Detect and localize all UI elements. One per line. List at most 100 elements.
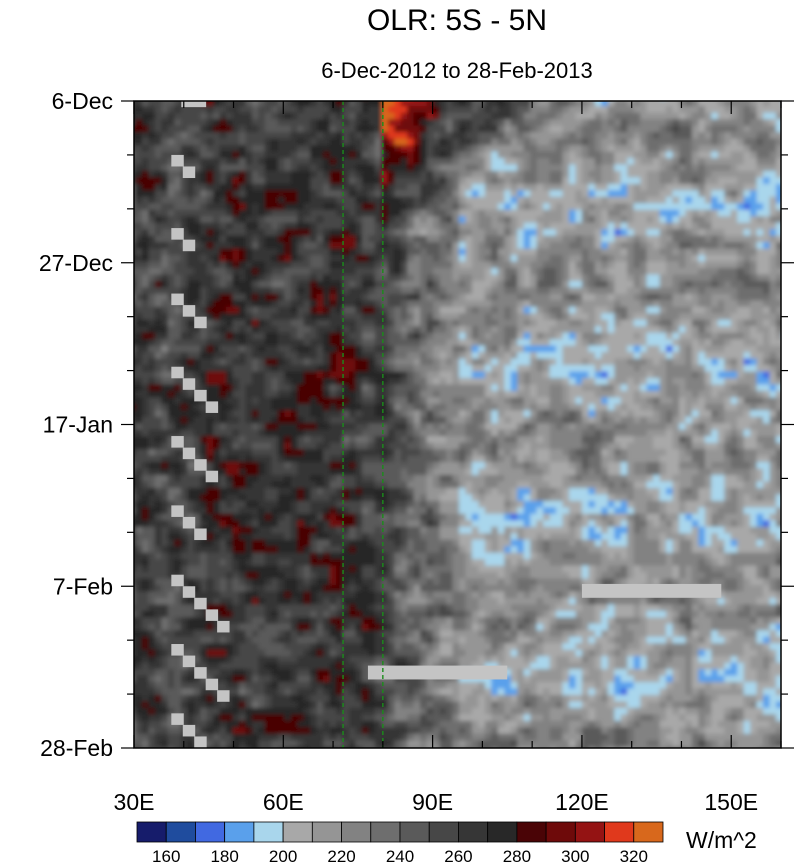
- field-cell: [407, 170, 415, 178]
- field-cell: [342, 177, 350, 185]
- field-cell: [594, 352, 602, 360]
- field-cell: [413, 196, 421, 204]
- field-cell: [374, 203, 382, 211]
- field-cell: [290, 177, 298, 185]
- field-cell: [471, 112, 479, 120]
- field-cell: [607, 390, 615, 398]
- field-cell: [543, 190, 551, 198]
- field-cell: [193, 306, 201, 314]
- field-cell: [717, 138, 725, 146]
- field-cell: [653, 112, 661, 120]
- field-cell: [691, 300, 699, 308]
- field-cell: [433, 345, 441, 353]
- field-cell: [174, 378, 182, 386]
- field-cell: [446, 274, 454, 282]
- field-cell: [407, 93, 414, 100]
- field-cell: [523, 300, 531, 308]
- field-cell: [730, 164, 738, 172]
- field-cell: [549, 190, 557, 198]
- field-cell: [245, 345, 253, 353]
- field-cell: [232, 274, 240, 282]
- field-cell: [148, 93, 155, 100]
- field-cell: [504, 125, 512, 133]
- field-cell: [594, 183, 602, 191]
- field-cell: [517, 397, 525, 405]
- field-cell: [258, 145, 266, 153]
- field-cell: [355, 300, 363, 308]
- field-cell: [207, 93, 214, 100]
- field-cell: [627, 112, 635, 120]
- field-cell: [743, 378, 751, 386]
- field-cell: [484, 255, 492, 263]
- field-cell: [180, 145, 188, 153]
- field-cell: [213, 345, 221, 353]
- field-cell: [666, 384, 674, 392]
- field-cell: [400, 138, 408, 146]
- field-cell: [724, 106, 732, 114]
- field-cell: [698, 196, 706, 204]
- field-cell: [484, 313, 492, 321]
- field-cell: [407, 345, 415, 353]
- field-cell: [601, 93, 608, 100]
- field-cell: [581, 229, 589, 237]
- field-cell: [426, 339, 434, 347]
- field-cell: [232, 378, 240, 386]
- field-cell: [627, 332, 635, 340]
- field-cell: [381, 378, 389, 386]
- field-cell: [180, 274, 188, 282]
- field-cell: [407, 306, 415, 314]
- field-cell: [420, 125, 428, 133]
- field-cell: [756, 345, 764, 353]
- field-cell: [750, 339, 758, 347]
- field-cell: [148, 235, 156, 243]
- field-cell: [743, 101, 751, 107]
- field-cell: [575, 112, 583, 120]
- field-cell: [698, 151, 706, 159]
- plot-area: [134, 93, 781, 748]
- field-cell: [750, 132, 758, 140]
- field-cell: [698, 345, 706, 353]
- field-cell: [154, 101, 162, 107]
- field-cell: [290, 216, 298, 224]
- field-cell: [226, 306, 234, 314]
- field-cell: [361, 151, 369, 159]
- field-cell: [219, 255, 227, 263]
- field-cell: [659, 313, 667, 321]
- field-cell: [134, 403, 137, 411]
- field-cell: [400, 358, 408, 366]
- field-cell: [607, 300, 615, 308]
- field-cell: [284, 132, 292, 140]
- field-cell: [264, 216, 272, 224]
- field-cell: [607, 158, 615, 166]
- field-cell: [134, 326, 137, 334]
- field-cell: [510, 216, 518, 224]
- field-cell: [439, 151, 447, 159]
- field-cell: [381, 106, 389, 114]
- field-cell: [510, 112, 518, 120]
- field-cell: [154, 378, 162, 386]
- field-cell: [549, 222, 557, 230]
- field-cell: [394, 196, 402, 204]
- field-cell: [471, 268, 479, 276]
- field-cell: [478, 384, 486, 392]
- field-cell: [368, 403, 376, 411]
- field-cell: [459, 235, 467, 243]
- field-cell: [336, 280, 344, 288]
- field-cell: [135, 300, 143, 308]
- field-cell: [374, 332, 382, 340]
- field-cell: [711, 145, 719, 153]
- field-cell: [711, 125, 719, 133]
- field-cell: [640, 138, 648, 146]
- field-cell: [452, 190, 460, 198]
- field-cell: [471, 158, 479, 166]
- field-cell: [556, 209, 564, 217]
- field-cell: [575, 190, 583, 198]
- field-cell: [200, 145, 208, 153]
- field-cell: [310, 255, 318, 263]
- field-cell: [536, 319, 544, 327]
- field-cell: [413, 352, 421, 360]
- field-cell: [323, 365, 331, 373]
- field-cell: [232, 339, 240, 347]
- field-cell: [394, 158, 402, 166]
- field-cell: [614, 280, 622, 288]
